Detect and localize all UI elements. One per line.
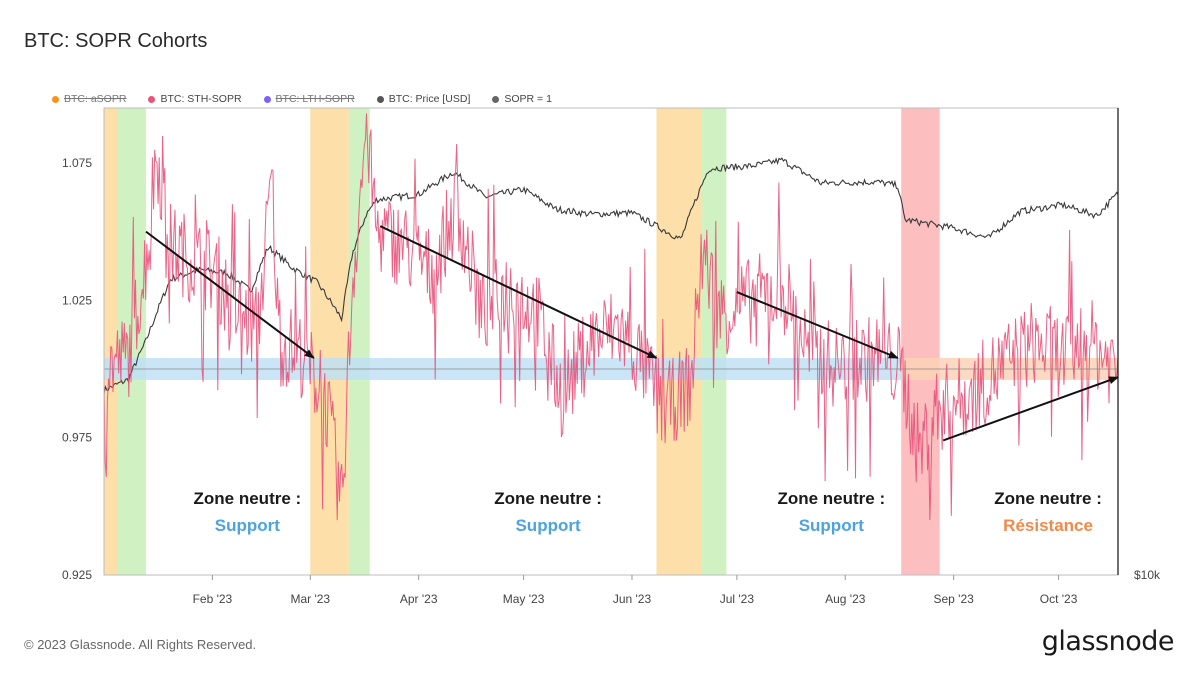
zone-annotation-label: Support (215, 516, 280, 535)
chart-title: BTC: SOPR Cohorts (24, 30, 208, 52)
trend-arrow (379, 225, 658, 359)
legend-label: BTC: STH-SOPR (160, 93, 242, 105)
x-tick-label: Aug '23 (825, 592, 866, 606)
zone-annotation-label: Support (515, 516, 580, 535)
legend-dot-icon (492, 95, 500, 103)
legend-dot-icon (376, 95, 384, 103)
y2-tick-label: $10k (1134, 568, 1161, 582)
legend-label: BTC: Price [USD] (388, 93, 471, 105)
y-tick-label: 0.925 (62, 568, 92, 582)
zone-annotation-title: Zone neutre : (494, 489, 602, 508)
x-tick-label: Sep '23 (933, 592, 974, 606)
legend-item-lth-sopr[interactable]: BTC: LTH-SOPR (263, 93, 355, 105)
zone-annotation-title: Zone neutre : (194, 489, 302, 508)
x-tick-label: Apr '23 (400, 592, 438, 606)
trend-arrow (736, 291, 899, 359)
x-tick-label: Jun '23 (613, 592, 652, 606)
chart-legend: BTC: aSOPR BTC: STH-SOPR BTC: LTH-SOPR B… (52, 93, 552, 105)
price-series-line (103, 157, 1119, 394)
legend-dot-icon (148, 95, 156, 103)
regime-band-red (901, 108, 940, 575)
legend-item-price[interactable]: BTC: Price [USD] (376, 93, 471, 105)
legend-dot-icon (263, 95, 271, 103)
x-tick-label: Feb '23 (193, 592, 233, 606)
copyright-text: © 2023 Glassnode. All Rights Reserved. (24, 637, 257, 652)
legend-dot-icon (52, 95, 59, 103)
sth-sopr-series-line (103, 113, 1119, 521)
zone-annotation-label: Résistance (1003, 516, 1093, 535)
legend-item-asopr[interactable]: BTC: aSOPR (52, 93, 126, 105)
trend-arrow (942, 376, 1119, 442)
y-tick-label: 1.075 (62, 156, 92, 170)
y-tick-label: 0.975 (62, 431, 92, 445)
zone-annotation-label: Support (799, 516, 864, 535)
x-tick-label: Oct '23 (1040, 592, 1078, 606)
zone-annotation-title: Zone neutre : (777, 489, 885, 508)
zone-annotation-title: Zone neutre : (994, 489, 1102, 508)
regime-band-green (348, 108, 370, 575)
legend-label: BTC: LTH-SOPR (275, 93, 355, 105)
legend-item-sth-sopr[interactable]: BTC: STH-SOPR (148, 93, 242, 105)
legend-label: SOPR = 1 (504, 93, 552, 105)
x-tick-label: Jul '23 (720, 592, 755, 606)
x-tick-label: Mar '23 (290, 592, 330, 606)
x-tick-label: May '23 (503, 592, 545, 606)
trend-arrow (145, 230, 315, 359)
y-tick-label: 1.025 (62, 293, 92, 307)
legend-label: BTC: aSOPR (64, 93, 127, 105)
glassnode-logo[interactable]: glassnode (1041, 626, 1175, 657)
regime-band-orange (310, 108, 349, 575)
regime-band-orange (104, 108, 118, 575)
legend-item-sopr-1[interactable]: SOPR = 1 (492, 93, 552, 105)
